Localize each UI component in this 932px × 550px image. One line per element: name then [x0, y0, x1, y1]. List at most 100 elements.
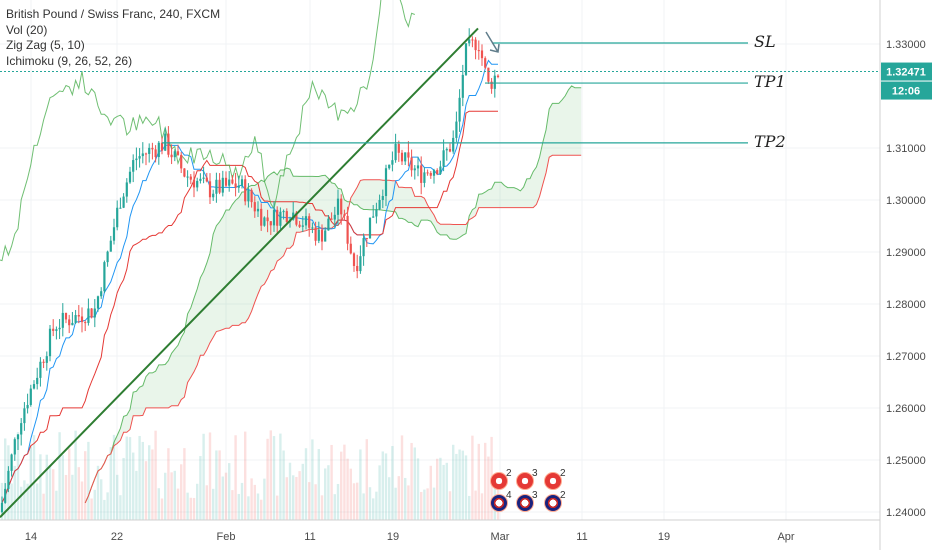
volume-bar	[199, 456, 202, 520]
volume-bar	[154, 430, 157, 520]
price-axis[interactable]: 1.33000 1.31000 1.30000 1.29000 1.28000 1.270…	[886, 39, 926, 519]
candle-body	[423, 172, 426, 183]
volume-bar	[295, 476, 298, 520]
volume-bar	[202, 433, 205, 520]
uk-flag-event-icon[interactable]: 3	[516, 490, 538, 512]
volume-bar	[343, 444, 346, 520]
volume-bar	[196, 483, 199, 520]
candle-body	[167, 133, 170, 155]
volume-bar	[74, 430, 77, 520]
candle-body	[359, 256, 362, 272]
volume-bar	[336, 483, 340, 520]
volume-bar	[84, 451, 87, 520]
candle-body	[276, 209, 279, 226]
legend-zigzag[interactable]: Zig Zag (5, 10)	[6, 38, 85, 52]
candle-body	[464, 43, 468, 75]
candle-body	[77, 315, 80, 317]
kijun-line	[1, 110, 498, 504]
candle-body	[138, 156, 141, 159]
ichimoku-lines	[0, 0, 582, 504]
candle-body	[448, 149, 452, 152]
legend-ichimoku[interactable]: Ichimoku (9, 26, 52, 26)	[6, 53, 133, 68]
volume-bar	[285, 477, 288, 520]
candle-body	[74, 315, 77, 323]
candle-body	[487, 67, 490, 82]
candle-body	[279, 211, 282, 226]
candle-body	[461, 74, 464, 98]
uk-flag-event-icon[interactable]: 4	[490, 490, 512, 512]
price-tick-label: 1.25000	[886, 455, 926, 467]
volume-bar	[455, 453, 458, 520]
uk-flag-event-icon[interactable]: 2	[544, 490, 566, 512]
candle-body	[154, 149, 157, 158]
volume-bar	[423, 489, 426, 520]
candle-body	[420, 165, 423, 183]
candle-body	[362, 238, 365, 257]
candle-body	[455, 121, 458, 138]
volume-bar	[314, 484, 317, 520]
volume-bar	[164, 472, 167, 520]
candle-body	[340, 198, 343, 215]
candle-body	[349, 243, 352, 254]
volume-bar	[436, 458, 439, 520]
volume-bar	[471, 435, 474, 520]
volume-bar	[480, 493, 484, 520]
volume-bar	[87, 441, 90, 520]
time-axis[interactable]: 14 22 Feb 11 19 Mar 11 19 Apr	[25, 531, 795, 543]
price-tick-label: 1.33000	[886, 39, 926, 51]
price-tick-label: 1.30000	[886, 195, 926, 207]
volume-bar	[445, 462, 448, 520]
candle-body	[164, 133, 167, 151]
candle-body	[426, 172, 429, 174]
candle-body	[119, 207, 122, 209]
volume-bar	[250, 478, 253, 520]
volume-bar	[93, 489, 96, 520]
volume-bar	[372, 498, 375, 520]
volume-bar	[205, 485, 208, 520]
volume-bar	[167, 448, 170, 520]
price-tick-label: 1.26000	[886, 403, 926, 415]
candle-body	[445, 149, 448, 151]
plot-area[interactable]	[0, 0, 880, 520]
price-tick-label: 1.29000	[886, 247, 926, 259]
legend-symbol[interactable]: British Pound / Swiss Franc, 240, FXCM	[6, 7, 221, 21]
volume-bar	[288, 462, 292, 520]
volume-bar	[192, 497, 196, 520]
volume-bar	[68, 448, 71, 520]
volume-bar	[135, 470, 138, 520]
candle-body	[64, 312, 68, 320]
volume-bar	[80, 481, 84, 520]
volume-bar	[10, 483, 13, 520]
volume-bar	[71, 474, 74, 520]
candle-body	[314, 227, 317, 241]
swiss-flag-event-icon[interactable]: 2	[490, 468, 512, 490]
candle-body	[272, 209, 276, 226]
candle-body	[493, 75, 496, 89]
volume-bar	[224, 472, 228, 520]
candle-body	[256, 208, 260, 212]
volume-bar	[474, 490, 477, 520]
volume-bar	[144, 461, 148, 520]
swiss-flag-event-icon[interactable]: 2	[544, 468, 566, 490]
volume-bar	[292, 475, 295, 520]
swiss-flag-event-icon[interactable]: 3	[516, 468, 538, 490]
candle-body	[52, 328, 55, 331]
volume-bar	[109, 447, 112, 520]
volume-bar	[112, 434, 116, 520]
volume-bar	[61, 455, 64, 520]
volume-bar	[487, 456, 490, 520]
candle-body	[55, 329, 58, 331]
candle-body	[356, 265, 359, 272]
candle-body	[199, 178, 202, 181]
volume-bar	[173, 470, 176, 520]
drawings[interactable]: SL TP1 TP2	[0, 27, 880, 518]
grid	[0, 0, 880, 520]
legend-volume[interactable]: Vol (20)	[6, 22, 48, 37]
tenkan-line	[1, 59, 498, 504]
candle-body	[231, 179, 234, 184]
candle-body	[324, 230, 327, 242]
candle-body	[196, 180, 199, 188]
candle-body	[183, 168, 186, 177]
candle-body	[109, 240, 112, 252]
